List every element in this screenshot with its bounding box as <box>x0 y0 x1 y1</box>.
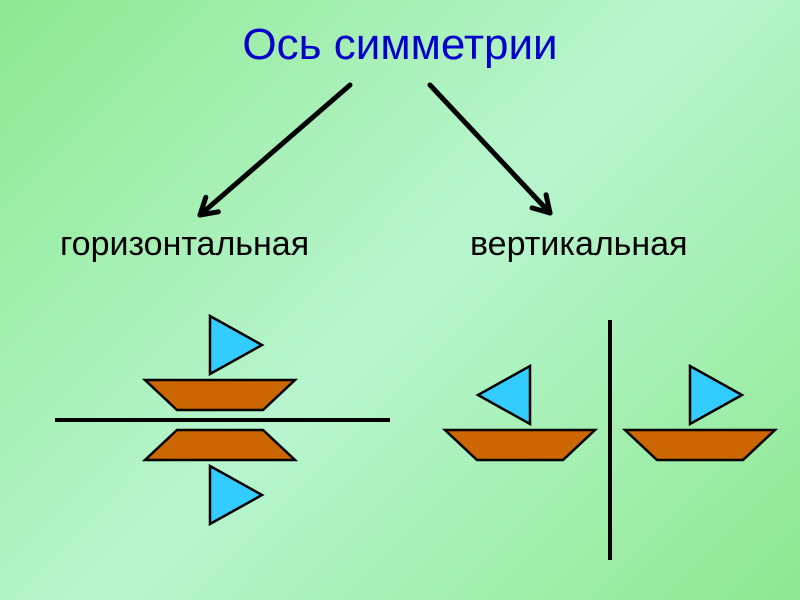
diagram-canvas: Ось симметрии горизонтальная вертикальна… <box>0 0 800 600</box>
diagram-svg <box>0 0 800 600</box>
